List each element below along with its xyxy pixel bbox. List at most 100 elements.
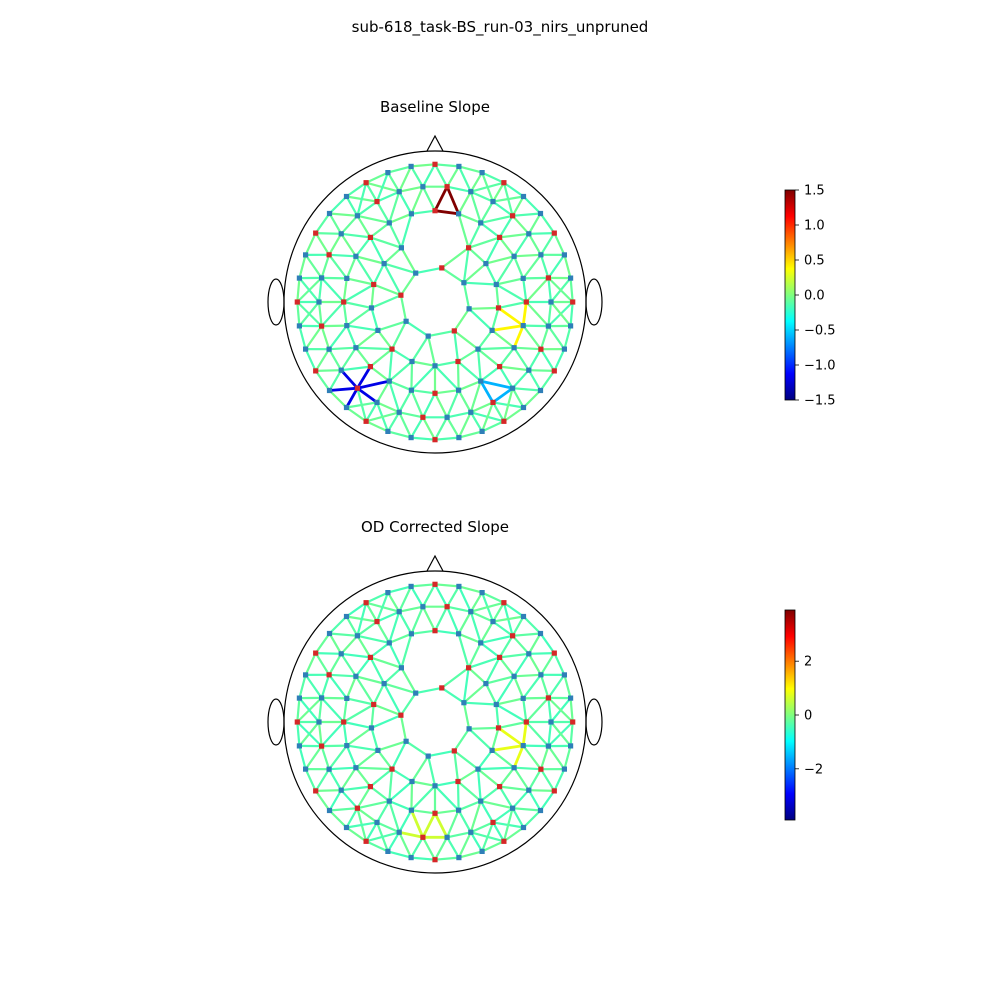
connection-line <box>512 346 530 372</box>
connection-line <box>484 675 516 685</box>
connection-line <box>481 840 505 853</box>
connection-line <box>369 767 394 788</box>
detector-optode <box>338 787 344 793</box>
connection-line <box>388 360 414 383</box>
source-optode <box>354 385 360 391</box>
connection-line <box>522 809 542 829</box>
source-optode <box>501 838 507 844</box>
connection-line <box>440 246 470 269</box>
connection-line <box>354 346 394 351</box>
source-optode <box>501 418 507 424</box>
connection-line <box>376 740 408 752</box>
connection-line <box>512 255 525 280</box>
connection-line <box>522 324 543 351</box>
connection-line <box>388 632 413 645</box>
detector-optode <box>526 651 532 657</box>
detector-optode <box>303 766 309 772</box>
connection-line <box>345 386 359 409</box>
connection-line <box>469 610 495 623</box>
connection-line <box>345 601 368 618</box>
detector-optode <box>444 834 450 840</box>
source-optode <box>371 701 377 708</box>
source-optode <box>451 748 457 754</box>
connection-line <box>314 369 343 372</box>
source-optode <box>367 654 373 660</box>
connection-line <box>484 262 498 286</box>
connection-line <box>511 369 530 390</box>
connection-line <box>433 364 460 392</box>
detector-optode <box>403 738 409 744</box>
connection-line <box>386 411 401 433</box>
source-optode <box>432 390 438 396</box>
connection-line <box>345 821 379 829</box>
connection-line <box>342 703 375 724</box>
connection-line <box>345 277 375 286</box>
detector-optode <box>296 275 302 281</box>
connection-line <box>527 789 542 812</box>
connection-line <box>398 190 413 215</box>
connection-line <box>328 348 343 372</box>
connection-line <box>527 789 556 793</box>
connection-line <box>304 767 317 793</box>
connection-line <box>547 325 566 351</box>
detector-optode <box>353 673 359 679</box>
detector-optode <box>344 743 350 749</box>
connection-line <box>365 821 379 843</box>
detector-optode <box>353 765 359 771</box>
connection-line <box>539 212 556 235</box>
connection-line <box>457 190 472 215</box>
source-optode <box>319 743 325 749</box>
detector-optode <box>483 681 489 687</box>
connection-line <box>410 185 424 215</box>
connection-line <box>433 360 460 367</box>
connection-line <box>433 784 460 812</box>
connection-line <box>356 634 372 659</box>
connection-line <box>328 766 357 771</box>
detector-optode <box>461 280 467 286</box>
connection-line <box>457 165 484 174</box>
connection-line <box>345 324 379 332</box>
connection-line <box>527 652 543 676</box>
connection-line <box>427 754 437 787</box>
connection-line <box>369 365 391 383</box>
connection-line <box>328 809 348 829</box>
connection-line <box>539 768 556 793</box>
connection-line <box>328 232 343 256</box>
connection-line <box>421 811 437 839</box>
connection-line <box>345 697 375 706</box>
connection-line <box>512 253 543 258</box>
detector-optode <box>456 583 462 589</box>
detector-optode <box>381 681 387 687</box>
detector-optode <box>561 346 567 352</box>
connection-line <box>547 276 574 304</box>
connection-line <box>340 214 359 235</box>
detector-optode <box>408 807 414 813</box>
connection-line <box>502 387 514 423</box>
connection-line <box>468 306 500 310</box>
connection-line <box>491 726 500 752</box>
od-corrected-slope-panel: OD Corrected Slope −2 0 2 <box>267 518 823 874</box>
connection-line <box>456 360 482 383</box>
detector-optode <box>537 630 544 637</box>
connection-line <box>446 585 460 608</box>
connection-line <box>397 830 425 839</box>
connection-line <box>445 185 461 216</box>
nose-marker <box>426 134 444 152</box>
connection-line <box>386 165 413 174</box>
connection-line <box>399 272 417 297</box>
connection-line <box>320 720 345 748</box>
connection-line <box>479 200 495 224</box>
detector-optode <box>386 798 392 804</box>
connection-line <box>388 212 413 224</box>
detector-optode <box>368 725 375 731</box>
detector-optode <box>326 387 333 394</box>
connection-line <box>386 585 413 594</box>
connection-line <box>476 329 494 351</box>
connection-line <box>328 253 348 280</box>
connection-line <box>375 380 391 404</box>
colorbar-tick-label: 0.0 <box>804 289 825 304</box>
detector-optode <box>479 170 485 176</box>
connection-line <box>527 212 542 235</box>
detector-optode <box>386 378 392 384</box>
detector-optode <box>537 807 544 814</box>
